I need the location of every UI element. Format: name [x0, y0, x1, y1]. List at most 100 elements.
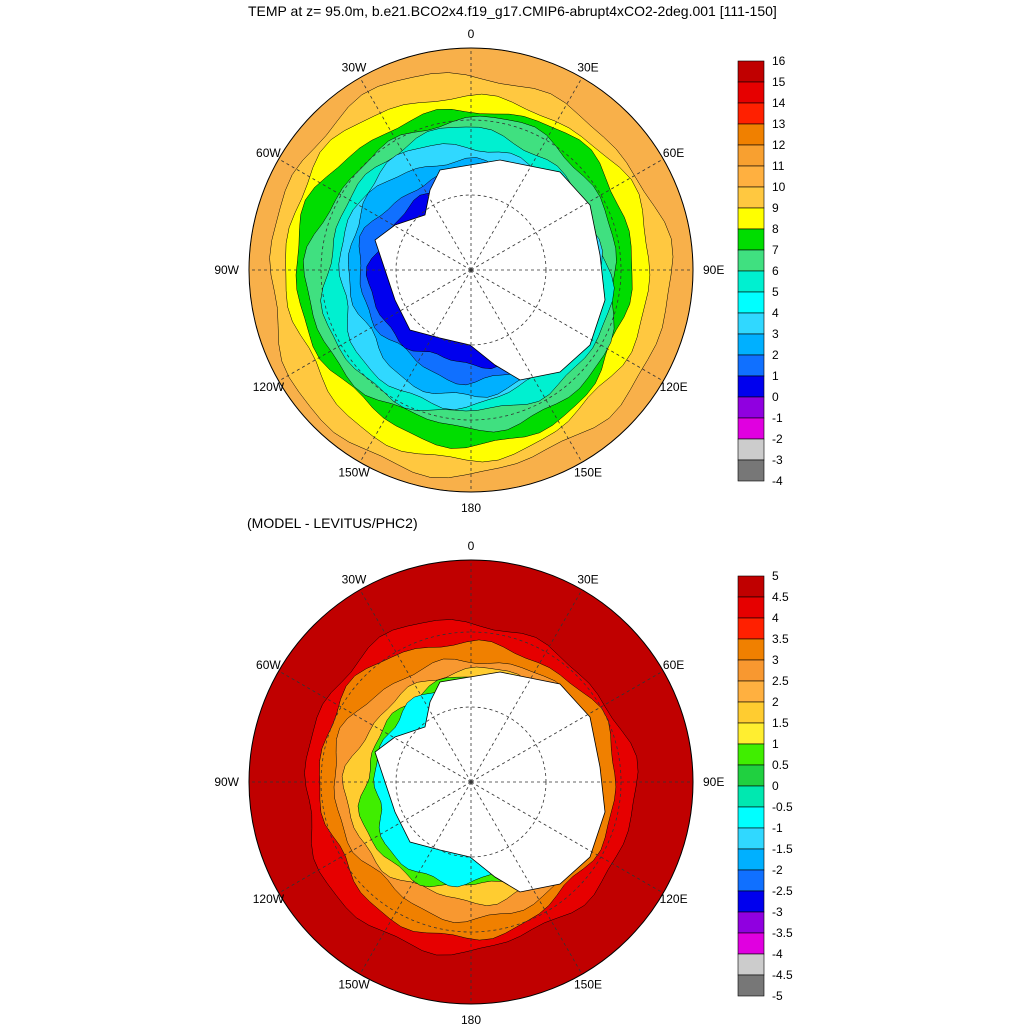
top-meridian-line — [278, 269, 472, 382]
bottom-lon-label: 120E — [660, 892, 688, 906]
top-colorbar-swatch — [737, 102, 765, 125]
bottom-colorbar-swatch — [737, 701, 765, 724]
bottom-colorbar-swatch — [737, 848, 765, 871]
top-meridian-line — [278, 158, 472, 271]
top-lon-label: 30W — [342, 60, 367, 74]
bottom-meridian-line — [278, 670, 472, 783]
top-lon-label: 60E — [663, 146, 684, 160]
top-colorbar-tick-label: 0 — [772, 390, 779, 404]
bottom-colorbar-swatch — [737, 890, 765, 913]
bottom-colorbar-swatch — [737, 911, 765, 934]
top-lon-label: 0 — [468, 27, 475, 41]
top-colorbar-swatch — [737, 354, 765, 377]
top-meridian-line — [470, 77, 583, 271]
top-colorbar-swatch — [737, 312, 765, 335]
top-colorbar-tick-label: 1 — [772, 369, 779, 383]
top-colorbar-tick-label: 8 — [772, 222, 779, 236]
top-colorbar-swatch — [737, 459, 765, 482]
bottom-colorbar-swatch — [737, 722, 765, 745]
top-colorbar-tick-label: -4 — [772, 474, 783, 488]
bottom-colorbar-swatch — [737, 785, 765, 808]
bottom-colorbar-tick-label: 0.5 — [772, 758, 789, 772]
top-colorbar-tick-label: 4 — [772, 306, 779, 320]
top-colorbar-swatch — [737, 333, 765, 356]
top-meridian-line — [470, 158, 664, 271]
bottom-colorbar-swatch — [737, 638, 765, 661]
bottom-colorbar-swatch — [737, 974, 765, 997]
bottom-colorbar-tick-label: -1 — [772, 821, 783, 835]
bottom-colorbar-tick-label: 4.5 — [772, 590, 789, 604]
top-polar-map: 0 30E 60E 90E 120E 150E 180 150W 120W 90W 60W 30W — [214, 27, 724, 512]
bottom-colorbar-tick-label: 0 — [772, 779, 779, 793]
top-lon-label: 180 — [461, 501, 481, 512]
top-colorbar-tick-label: 2 — [772, 348, 779, 362]
bottom-colorbar-swatch — [737, 617, 765, 640]
top-colorbar-swatch — [737, 60, 765, 83]
top-colorbar-tick-label: 7 — [772, 243, 779, 257]
bottom-colorbar: 5 4.5 4 3.5 3 2.5 2 1.5 1 0.5 0 -0.5 -1 -1.5 -2 -2.5 -3 -… — [737, 569, 793, 1003]
top-colorbar-tick-label: 13 — [772, 117, 786, 131]
top-colorbar-swatch — [737, 396, 765, 419]
top-colorbar-tick-label: -1 — [772, 411, 783, 425]
bottom-meridian-line — [359, 781, 472, 975]
top-colorbar-swatch — [737, 207, 765, 230]
bottom-lon-label: 30W — [342, 572, 367, 586]
bottom-colorbar-swatch — [737, 869, 765, 892]
top-colorbar-swatch — [737, 186, 765, 209]
top-colorbar-tick-label: 5 — [772, 285, 779, 299]
top-colorbar-swatch — [737, 249, 765, 272]
bottom-colorbar-swatch — [737, 827, 765, 850]
top-colorbar-tick-label: 6 — [772, 264, 779, 278]
top-meridian-line — [359, 269, 472, 463]
bottom-colorbar-swatch — [737, 764, 765, 787]
bottom-colorbar-swatch — [737, 743, 765, 766]
top-colorbar-tick-label: 15 — [772, 75, 786, 89]
bottom-colorbar-tick-label: 2.5 — [772, 674, 789, 688]
top-map-border — [248, 47, 694, 493]
top-meridian-line — [470, 269, 664, 382]
top-colorbar-swatch — [737, 165, 765, 188]
top-lon-label: 90E — [703, 263, 724, 277]
bottom-meridian-line — [470, 670, 664, 783]
bottom-lon-label: 60W — [256, 658, 281, 672]
bottom-colorbar-tick-label: -4 — [772, 947, 783, 961]
top-panel-title: TEMP at z= 95.0m, b.e21.BCO2x4.f19_g17.C… — [248, 3, 777, 19]
bottom-colorbar-tick-label: 3 — [772, 653, 779, 667]
bottom-colorbar-tick-label: 2 — [772, 695, 779, 709]
bottom-lon-label: 90W — [214, 775, 239, 789]
bottom-colorbar-tick-label: -1.5 — [772, 842, 793, 856]
bottom-colorbar-swatch — [737, 596, 765, 619]
bottom-colorbar-swatch — [737, 680, 765, 703]
top-colorbar-tick-label: 9 — [772, 201, 779, 215]
bottom-colorbar-swatch — [737, 659, 765, 682]
top-colorbar-tick-label: 3 — [772, 327, 779, 341]
top-colorbar-swatch — [737, 438, 765, 461]
bottom-colorbar-tick-label: 3.5 — [772, 632, 789, 646]
bottom-meridian-line — [470, 781, 583, 975]
bottom-polar-map: 0 30E 60E 90E 120E 150E 180 150W 120W 90W 60W 30W — [214, 539, 724, 1024]
top-colorbar-tick-label: -3 — [772, 453, 783, 467]
bottom-colorbar-swatch — [737, 932, 765, 955]
bottom-colorbar-tick-label: -3 — [772, 905, 783, 919]
bottom-colorbar-tick-label: -5 — [772, 989, 783, 1003]
bottom-colorbar-tick-label: -4.5 — [772, 968, 793, 982]
bottom-lon-label: 120W — [253, 892, 285, 906]
top-colorbar-tick-label: 12 — [772, 138, 786, 152]
bottom-colorbar-tick-label: 1 — [772, 737, 779, 751]
top-lon-label: 150W — [338, 466, 370, 480]
top-colorbar-swatch — [737, 270, 765, 293]
top-meridian-line — [359, 77, 472, 271]
top-lon-label: 150E — [574, 466, 602, 480]
bottom-colorbar-tick-label: -3.5 — [772, 926, 793, 940]
bottom-lon-label: 150W — [338, 978, 370, 992]
top-colorbar-swatch — [737, 144, 765, 167]
top-colorbar-swatch — [737, 375, 765, 398]
top-colorbar-tick-label: 14 — [772, 96, 786, 110]
bottom-colorbar-tick-label: -2.5 — [772, 884, 793, 898]
bottom-colorbar-tick-label: 5 — [772, 569, 779, 583]
top-colorbar-swatch — [737, 228, 765, 251]
top-lon-label: 90W — [214, 263, 239, 277]
bottom-meridian-line — [278, 781, 472, 894]
top-colorbar-swatch — [737, 291, 765, 314]
